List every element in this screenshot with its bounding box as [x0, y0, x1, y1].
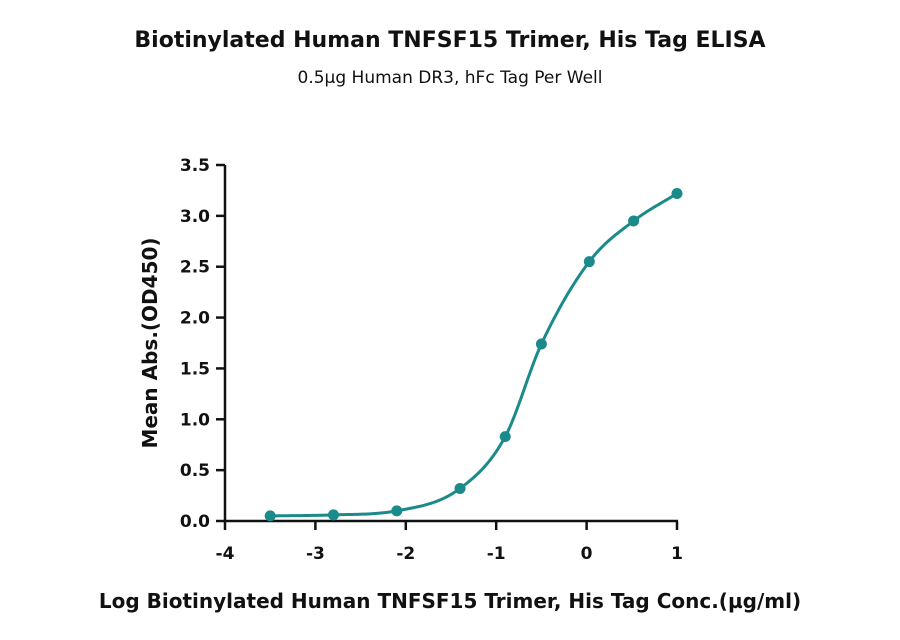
data-point [391, 505, 403, 517]
x-tick-label: -1 [487, 544, 506, 564]
data-point [583, 256, 595, 268]
x-tick-label: -2 [396, 544, 415, 564]
x-tick-label: -3 [306, 544, 325, 564]
fit-curve-layer [270, 192, 678, 518]
y-tick-label: 2.0 [180, 309, 210, 329]
x-tick-label: 0 [581, 544, 593, 564]
fit-curve [270, 192, 678, 518]
data-point [499, 431, 511, 443]
data-point [671, 187, 683, 199]
x-tick-label: 1 [671, 544, 683, 564]
data-points-layer [264, 187, 683, 522]
axes: 0.0 0.5 1.0 1.5 2.0 2.5 3.0 3.5 -4 -3 -2 -1 0 1 [180, 156, 683, 564]
x-tick-label: -4 [216, 544, 235, 564]
chart-title: Biotinylated Human TNFSF15 Trimer, His T… [134, 28, 766, 53]
chart-subtitle: 0.5µg Human DR3, hFc Tag Per Well [297, 68, 603, 88]
y-tick-label: 1.5 [180, 359, 210, 379]
y-tick-label: 3.5 [180, 156, 210, 176]
y-tick-label: 3.0 [180, 207, 210, 227]
data-point [454, 482, 466, 494]
x-axis-label: Log Biotinylated Human TNFSF15 Trimer, H… [99, 589, 801, 613]
y-tick-label: 1.0 [180, 410, 210, 430]
y-tick-label: 0.5 [180, 461, 210, 481]
data-point [327, 509, 339, 521]
data-point [628, 215, 640, 227]
y-tick-label: 2.5 [180, 258, 210, 278]
y-axis-label: Mean Abs.(OD450) [138, 237, 162, 448]
y-tick-label: 0.0 [180, 512, 210, 532]
data-point [535, 338, 547, 350]
data-point [264, 510, 276, 522]
